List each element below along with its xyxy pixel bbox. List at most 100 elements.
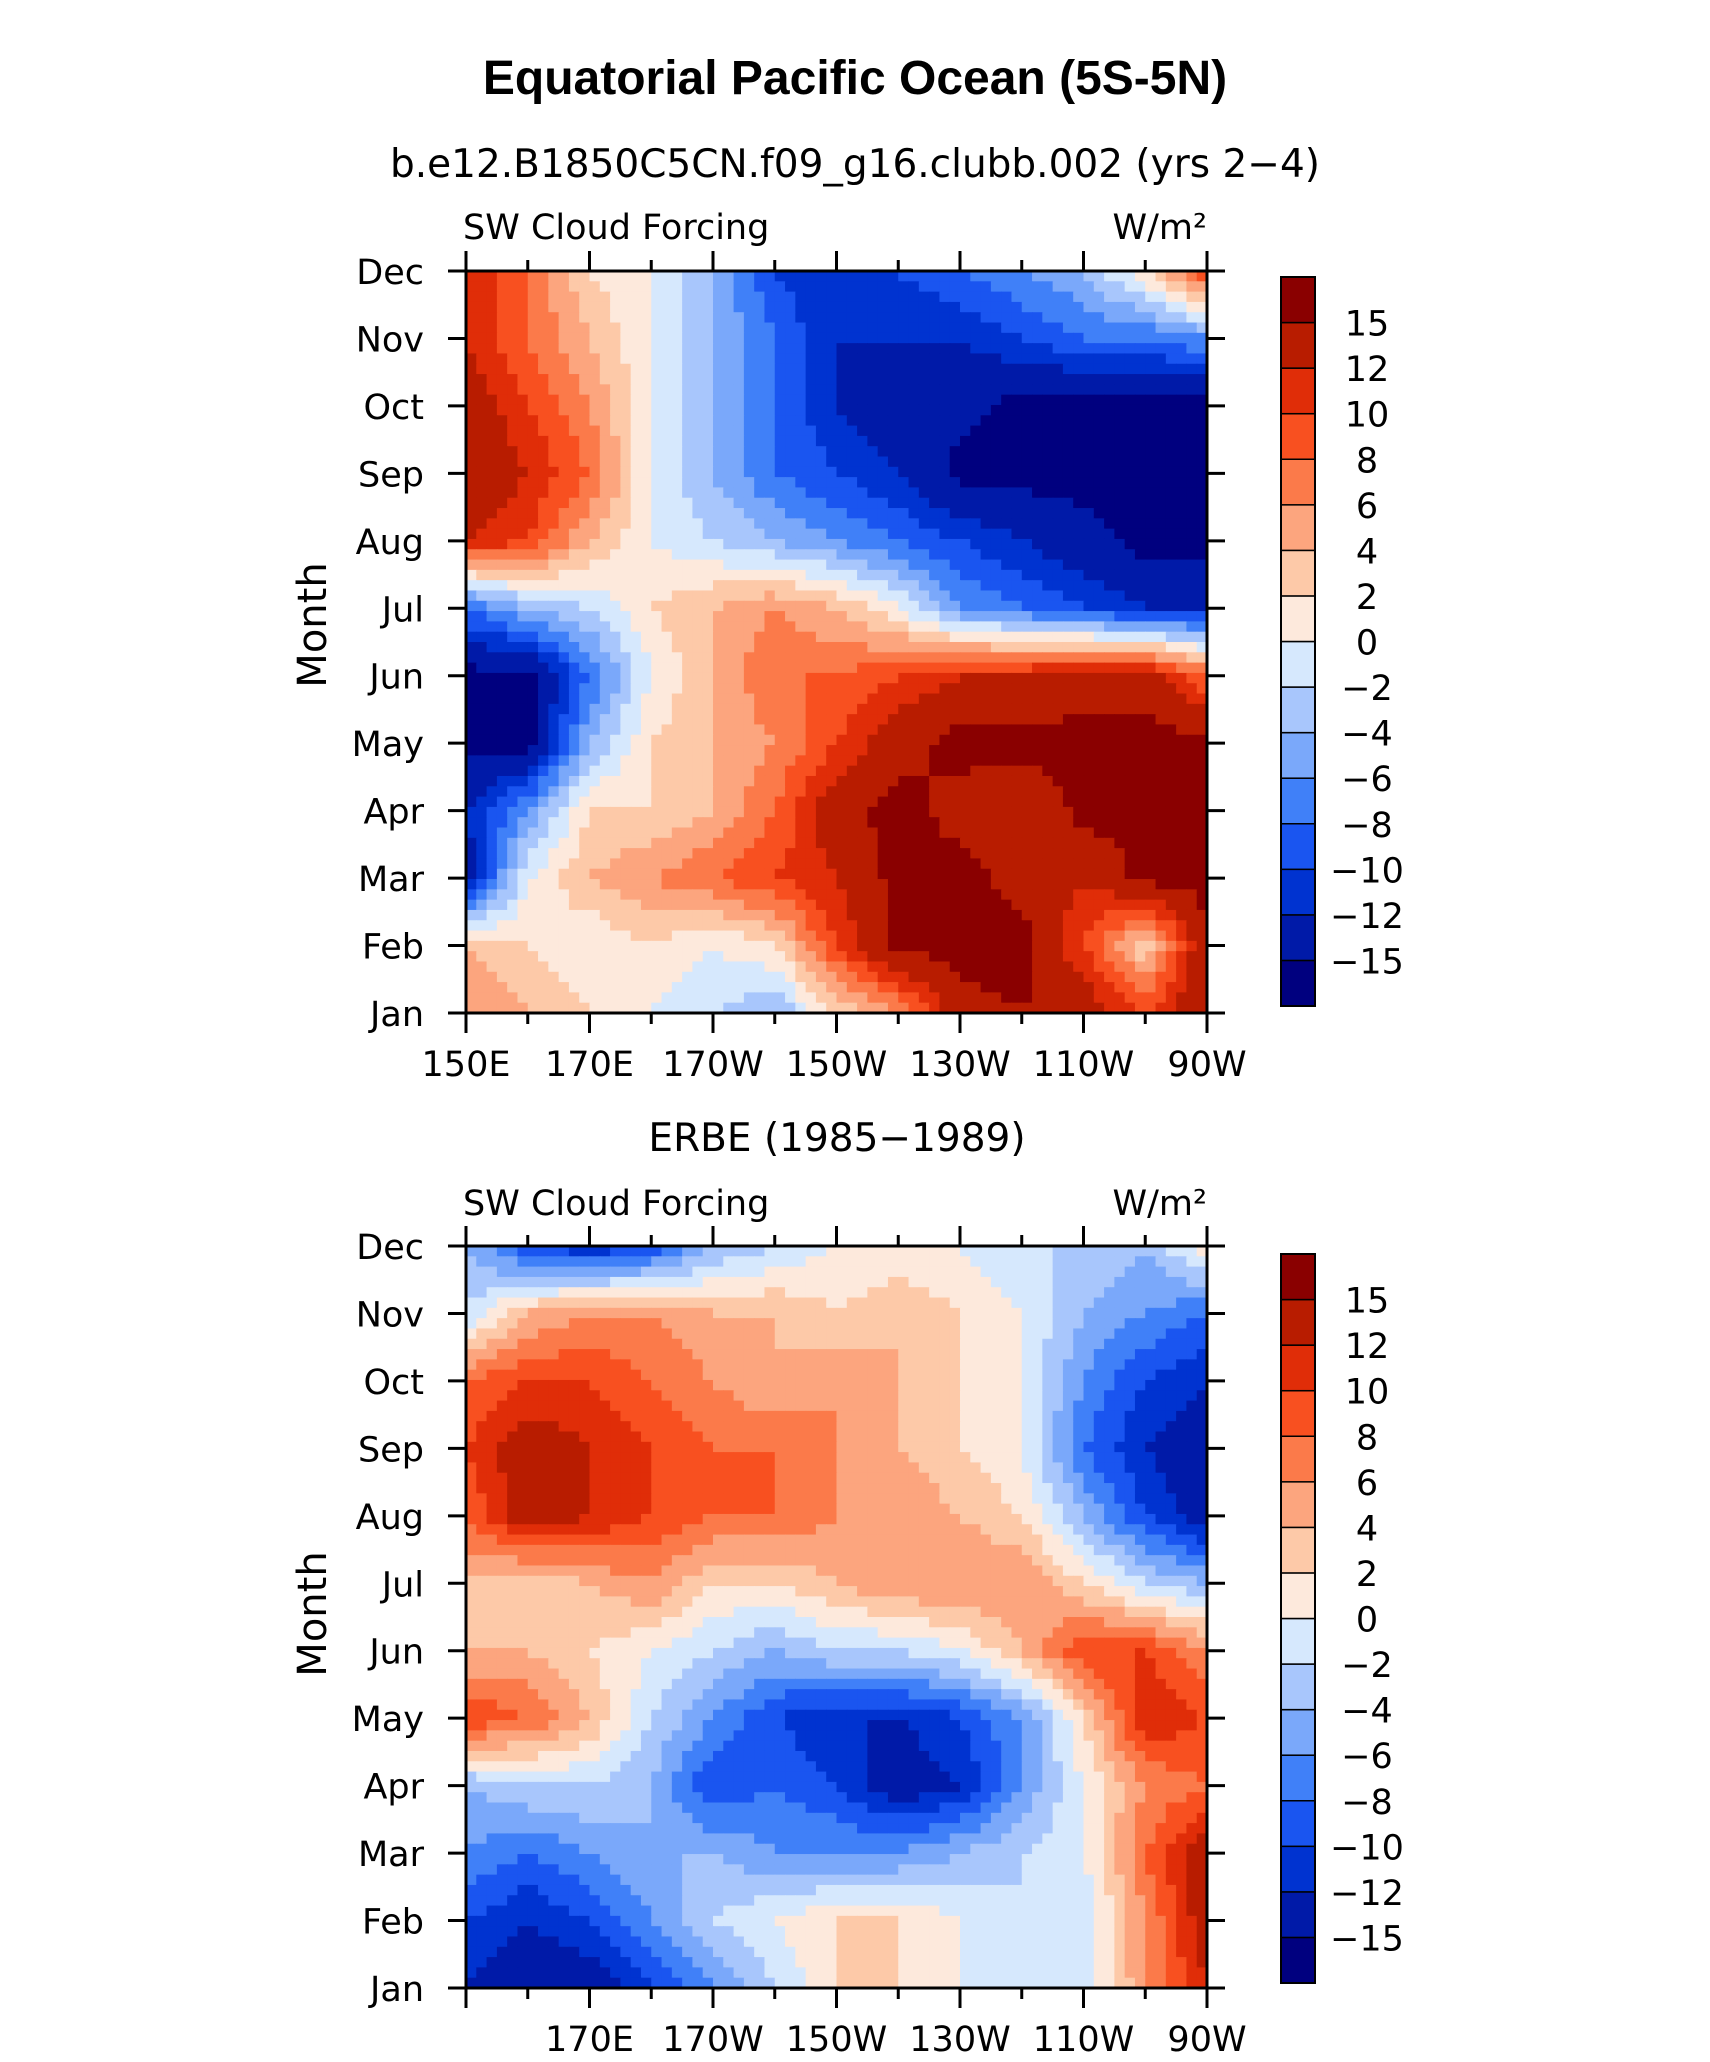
panel-model-heat-cell xyxy=(1021,446,1033,458)
panel-model-heat-cell xyxy=(1155,662,1167,674)
panel-model-heat-cell xyxy=(774,775,786,787)
panel-model-heat-cell xyxy=(476,786,488,798)
panel-model-heat-cell xyxy=(538,817,549,829)
panel-model-heat-cell xyxy=(1104,538,1115,550)
panel-model-heat-cell xyxy=(764,394,776,406)
panel-model-heat-cell xyxy=(1186,343,1198,355)
panel-model-heat-cell xyxy=(692,435,704,447)
panel-model-heat-cell xyxy=(743,497,755,509)
panel-model-heat-cell xyxy=(1001,714,1013,726)
panel-model-heat-cell xyxy=(558,487,570,499)
panel-model-heat-cell xyxy=(527,497,539,509)
panel-model-heat-cell xyxy=(805,590,817,602)
panel-model-heat-cell xyxy=(908,806,920,818)
panel-model-heat-cell xyxy=(620,600,632,612)
panel-model-heat-cell xyxy=(723,724,735,736)
panel-model-heat-cell xyxy=(805,446,817,458)
panel-model-heat-cell xyxy=(939,394,951,406)
panel-model-heat-cell xyxy=(898,312,910,324)
panel-model-heat-cell xyxy=(702,672,714,684)
panel-model-heat-cell xyxy=(918,734,930,746)
panel-model-heat-cell xyxy=(970,497,982,509)
panel-model-heat-cell xyxy=(805,817,817,829)
panel-model-heat-cell xyxy=(466,868,477,880)
panel-model-heat-cell xyxy=(713,930,724,942)
panel-model-heat-cell xyxy=(723,652,735,664)
panel-model-heat-cell xyxy=(836,456,848,468)
panel-model-heat-cell xyxy=(754,858,766,870)
panel-model-heat-cell xyxy=(1021,848,1033,860)
panel-model-heat-cell xyxy=(682,745,694,756)
panel-model-heat-cell xyxy=(507,703,519,715)
panel-model-heat-cell xyxy=(970,734,982,746)
panel-model-heat-cell xyxy=(1165,580,1177,592)
panel-model-heat-cell xyxy=(1145,879,1157,890)
panel-model-heat-cell xyxy=(990,580,1002,592)
panel-model-heat-cell xyxy=(661,600,673,612)
panel-model-heat-cell xyxy=(1124,590,1136,602)
panel-model-heat-cell xyxy=(1032,538,1043,550)
panel-model-heat-cell xyxy=(877,528,889,540)
panel-model-heat-cell xyxy=(857,714,868,726)
panel-model-heat-cell xyxy=(929,889,941,901)
panel-model-heat-cell xyxy=(589,528,601,540)
panel-model-heat-cell xyxy=(486,569,498,581)
panel-model-heat-cell xyxy=(538,312,549,324)
panel-model-heat-cell xyxy=(538,745,549,756)
panel-model-heat-cell xyxy=(929,642,941,653)
panel-model-heat-cell xyxy=(671,580,683,592)
panel-model-heat-cell xyxy=(466,487,477,499)
panel-model-heat-cell xyxy=(1032,528,1043,540)
panel-model-heat-cell xyxy=(682,621,694,633)
panel-model-heat-cell xyxy=(1062,652,1074,664)
panel-model-heat-cell xyxy=(558,353,570,365)
panel-model-heat-cell xyxy=(723,600,735,612)
panel-model-heat-cell xyxy=(723,621,735,633)
panel-model-heat-cell xyxy=(538,291,549,303)
panel-model-heat-cell xyxy=(836,281,848,293)
panel-model-heat-cell xyxy=(754,652,766,664)
panel-model-heat-cell xyxy=(713,590,724,602)
panel-model-heat-cell xyxy=(774,786,786,798)
panel-model-heat-cell xyxy=(805,569,817,581)
panel-model-heat-cell xyxy=(970,343,982,355)
panel-model-heat-cell xyxy=(836,404,848,416)
panel-model-heat-cell xyxy=(486,920,498,932)
panel-model-heat-cell xyxy=(1114,951,1126,963)
panel-model-heat-cell xyxy=(507,714,519,726)
panel-model-heat-cell xyxy=(1083,281,1095,293)
panel-model-heat-cell xyxy=(887,889,899,901)
panel-model-heat-cell xyxy=(517,982,529,993)
panel-model-heat-cell xyxy=(949,384,961,396)
panel-model-heat-cell xyxy=(507,940,519,952)
panel-model-heat-cell xyxy=(661,497,673,509)
panel-model-heat-cell xyxy=(1042,291,1054,303)
panel-model-heat-cell xyxy=(568,806,580,818)
panel-model-heat-cell xyxy=(1011,291,1023,303)
panel-model-heat-cell xyxy=(713,827,724,839)
panel-model-heat-cell xyxy=(1145,827,1157,839)
panel-model-heat-cell xyxy=(970,518,982,530)
panel-model-heat-cell xyxy=(898,971,910,983)
panel-model-heat-cell xyxy=(1062,590,1074,602)
panel-model-heat-cell xyxy=(836,487,848,499)
panel-model-heat-cell xyxy=(785,271,796,282)
panel-model-heat-cell xyxy=(620,837,632,849)
panel-model-heat-cell xyxy=(527,281,539,293)
panel-model-heat-cell xyxy=(1196,559,1208,571)
panel-model-heat-cell xyxy=(610,374,621,385)
panel-model-heat-cell xyxy=(1124,435,1136,447)
panel-model-heat-cell xyxy=(857,745,868,756)
panel-model-heat-cell xyxy=(857,734,868,746)
panel-model-heat-cell xyxy=(1011,930,1023,942)
panel-model-heat-cell xyxy=(764,786,776,798)
panel-model-heat-cell xyxy=(867,714,879,726)
panel-model-heat-cell xyxy=(496,590,508,602)
panel-model-heat-cell xyxy=(651,827,663,839)
panel-model-heat-cell xyxy=(558,734,570,746)
panel-model-heat-cell xyxy=(723,662,735,674)
panel-model-heat-cell xyxy=(579,817,591,829)
panel-model-heat-cell xyxy=(754,827,766,839)
panel-model-heat-cell xyxy=(486,332,498,344)
panel-model-heat-cell xyxy=(1042,703,1054,715)
